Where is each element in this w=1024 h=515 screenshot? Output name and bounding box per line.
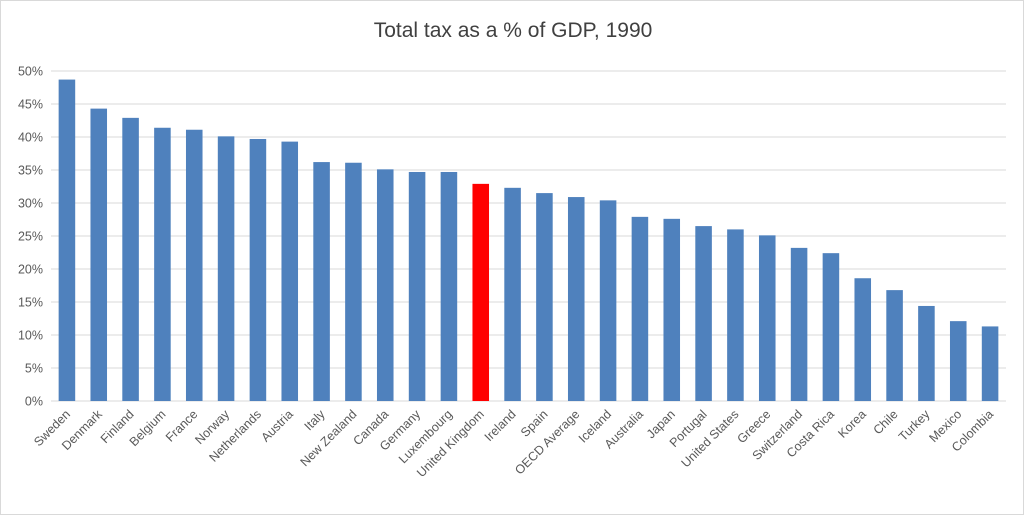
bar-netherlands bbox=[249, 138, 267, 402]
x-category-label: Austria bbox=[258, 407, 295, 444]
y-tick-label: 45% bbox=[18, 98, 43, 112]
bar-denmark bbox=[90, 108, 108, 402]
bar-portugal bbox=[695, 226, 712, 401]
bar-turkey bbox=[918, 305, 935, 401]
bar-norway bbox=[217, 136, 235, 401]
x-category-label: Korea bbox=[835, 407, 869, 441]
y-tick-label: 10% bbox=[18, 329, 43, 343]
bars bbox=[58, 79, 999, 402]
bar-chile bbox=[886, 290, 903, 401]
bar-costa-rica bbox=[822, 253, 840, 401]
bar-oecd-average bbox=[567, 197, 585, 401]
bar-germany bbox=[408, 171, 426, 401]
bar-japan bbox=[663, 218, 681, 401]
y-tick-label: 25% bbox=[18, 230, 43, 244]
chart-title: Total tax as a % of GDP, 1990 bbox=[373, 19, 653, 42]
bar-belgium bbox=[154, 127, 171, 401]
y-tick-label: 35% bbox=[18, 164, 43, 178]
bar-canada bbox=[376, 169, 394, 401]
y-tick-label: 20% bbox=[18, 263, 43, 277]
bar-korea bbox=[854, 278, 872, 401]
x-category-label: Ireland bbox=[482, 407, 519, 444]
bar-iceland bbox=[599, 200, 617, 401]
y-tick-label: 40% bbox=[18, 131, 43, 145]
y-tick-label: 15% bbox=[18, 296, 43, 310]
bar-united-kingdom bbox=[472, 183, 490, 401]
bar-italy bbox=[313, 162, 330, 401]
bar-mexico bbox=[949, 321, 967, 401]
bar-luxembourg bbox=[440, 171, 458, 401]
x-axis-labels: SwedenDenmarkFinlandBelgiumFranceNorwayN… bbox=[31, 407, 996, 480]
bar-colombia bbox=[981, 326, 999, 401]
y-axis-ticks: 0% 5% 10% 15% 20% 25% 30% 35% 40% 45% 50% bbox=[18, 65, 43, 409]
y-tick-label: 5% bbox=[25, 362, 43, 376]
bar-switzerland bbox=[790, 247, 808, 401]
bar-new-zealand bbox=[345, 162, 362, 401]
bar-sweden bbox=[58, 79, 76, 401]
bar-australia bbox=[631, 216, 649, 401]
y-tick-label: 0% bbox=[25, 395, 43, 409]
bar-ireland bbox=[504, 187, 521, 401]
gridlines bbox=[51, 70, 1006, 402]
y-tick-label: 30% bbox=[18, 197, 43, 211]
x-category-label: Italy bbox=[302, 407, 329, 434]
bar-france bbox=[185, 129, 203, 402]
bar-united-states bbox=[727, 229, 744, 401]
bar-greece bbox=[758, 235, 776, 401]
x-category-label: Turkey bbox=[896, 407, 933, 444]
bar-austria bbox=[281, 141, 299, 401]
bar-finland bbox=[122, 117, 139, 402]
y-tick-label: 50% bbox=[18, 65, 43, 79]
bar-spain bbox=[536, 193, 553, 401]
